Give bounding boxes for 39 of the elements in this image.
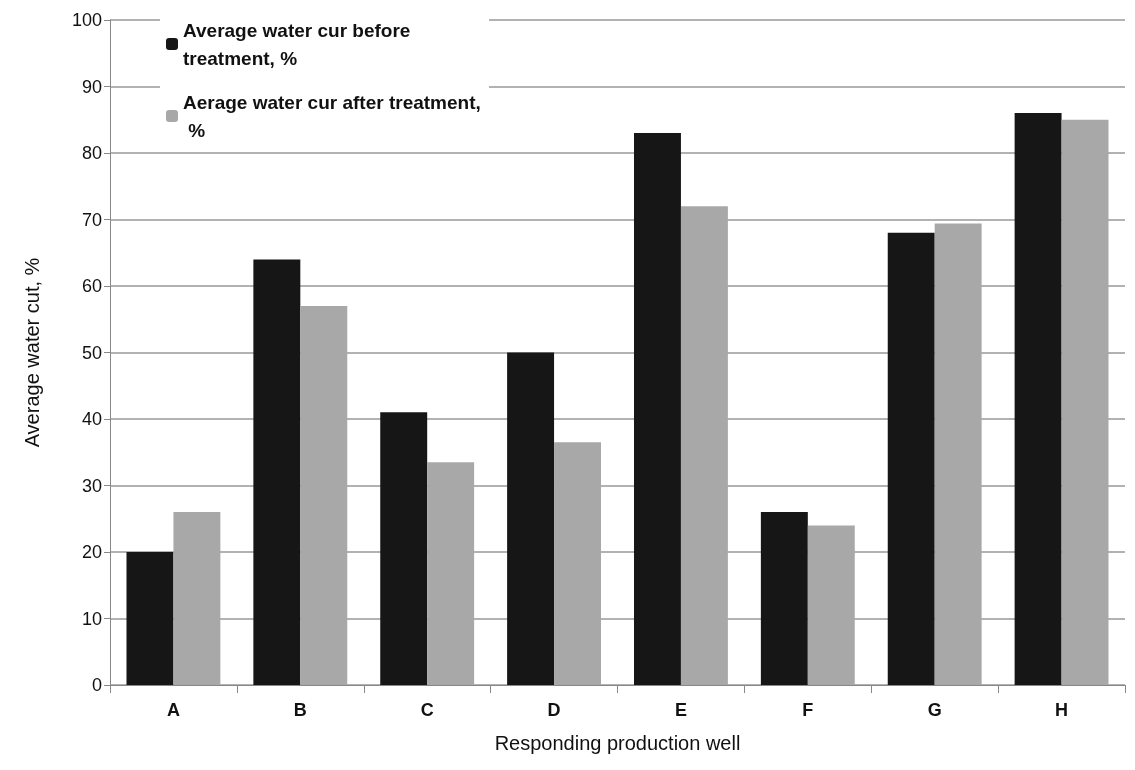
y-tick-label: 10 bbox=[81, 608, 102, 629]
bar bbox=[300, 305, 348, 685]
bar bbox=[427, 462, 475, 685]
bar bbox=[807, 525, 855, 685]
bar bbox=[680, 206, 728, 685]
x-axis-title: Responding production well bbox=[494, 732, 741, 754]
y-axis-title: Average water cut, % bbox=[21, 257, 43, 448]
bar bbox=[760, 512, 808, 685]
x-tick-label: D bbox=[547, 700, 561, 720]
bar bbox=[554, 442, 602, 685]
x-tick-label: H bbox=[1055, 700, 1069, 720]
x-tick-label: F bbox=[802, 700, 814, 720]
y-tick-label: 0 bbox=[91, 675, 102, 695]
x-tick-label: G bbox=[927, 700, 942, 720]
y-tick-label: 30 bbox=[81, 475, 102, 496]
y-tick-label: 70 bbox=[81, 209, 102, 230]
y-tick-label: 20 bbox=[81, 542, 102, 562]
y-tick-label: 80 bbox=[81, 143, 102, 163]
bar bbox=[507, 352, 555, 685]
x-tick-label: B bbox=[293, 700, 307, 720]
bar bbox=[126, 552, 174, 685]
legend-label: Average water cur before treatment, % bbox=[183, 19, 416, 69]
bar bbox=[934, 223, 982, 685]
y-tick-label: 60 bbox=[81, 276, 102, 296]
x-tick-label: C bbox=[420, 700, 434, 720]
bar bbox=[380, 412, 428, 685]
bar bbox=[633, 133, 681, 685]
y-tick-label: 50 bbox=[81, 342, 102, 363]
y-tick-label: 90 bbox=[81, 76, 102, 97]
legend-label: Aerage water cur after treatment, % bbox=[183, 91, 481, 141]
y-tick-label: 100 bbox=[71, 10, 102, 30]
bar bbox=[1014, 113, 1062, 685]
bar bbox=[1061, 119, 1109, 685]
x-tick-label: E bbox=[674, 700, 687, 720]
x-tick-label: A bbox=[166, 700, 180, 720]
y-tick-label: 40 bbox=[81, 409, 102, 429]
bar bbox=[253, 259, 301, 685]
bar bbox=[887, 232, 935, 685]
bar bbox=[173, 512, 221, 685]
